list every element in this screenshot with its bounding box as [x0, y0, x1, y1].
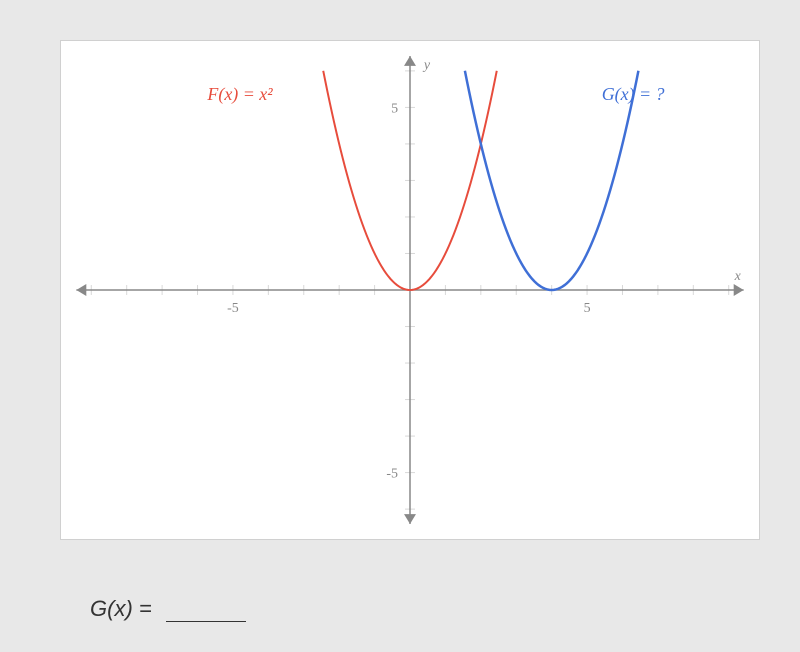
y-axis-label: y: [422, 58, 431, 73]
chart-svg: y x -5 5 5 -5 F(x) = x² G(x) = ?: [61, 41, 759, 539]
x-axis-label: x: [734, 269, 742, 284]
curve-label-F: F(x) = x²: [206, 84, 273, 105]
answer-prompt: G(x) =: [90, 596, 246, 622]
chart-panel: y x -5 5 5 -5 F(x) = x² G(x) = ?: [60, 40, 760, 540]
x-tick-label: 5: [584, 301, 591, 316]
x-tick-label: -5: [227, 301, 239, 316]
y-tick-label: -5: [386, 467, 398, 482]
curve-label-G: G(x) = ?: [602, 84, 665, 105]
answer-prefix: G(x) =: [90, 596, 152, 621]
y-tick-label: 5: [391, 101, 398, 116]
answer-blank[interactable]: [166, 621, 246, 622]
